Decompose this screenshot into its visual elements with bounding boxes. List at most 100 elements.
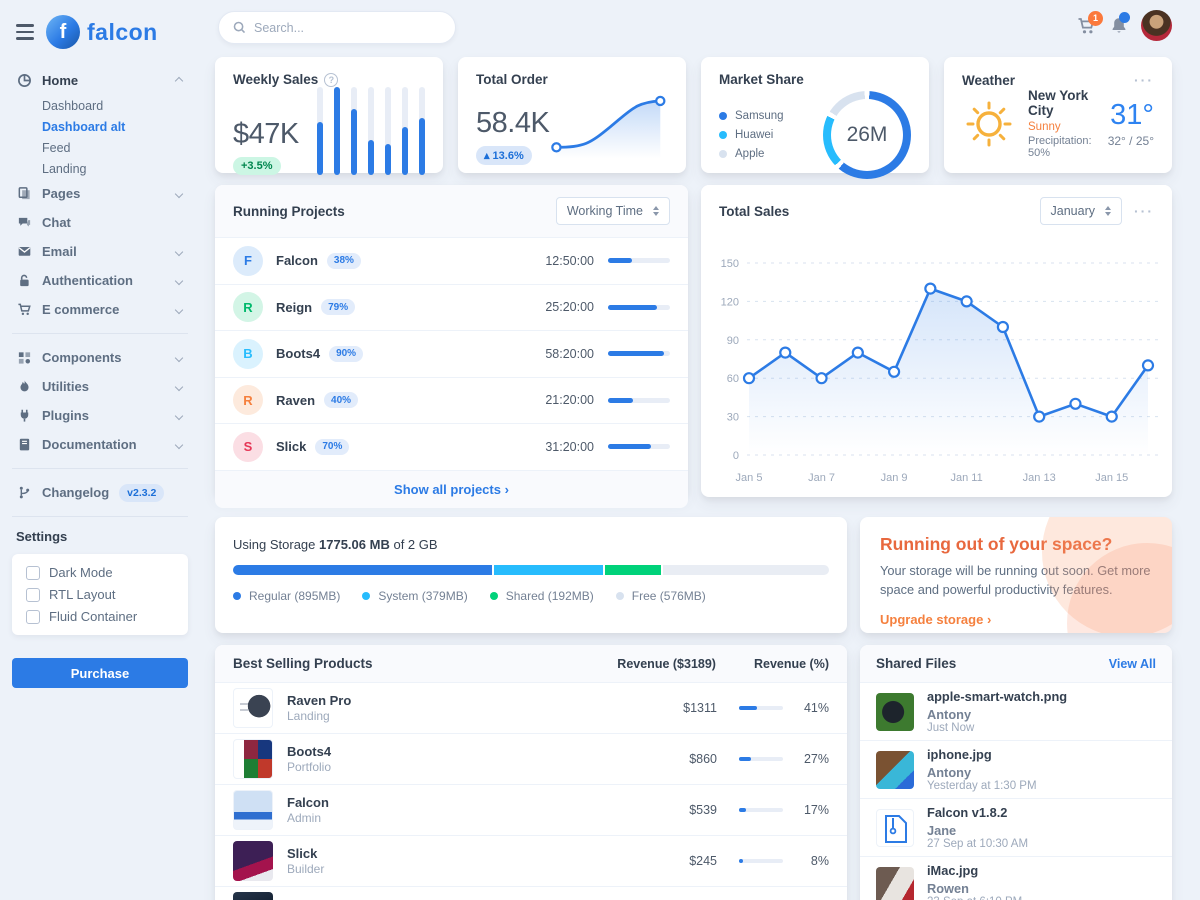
divider (12, 333, 188, 334)
sidebar-item-chat[interactable]: Chat (12, 208, 188, 237)
project-name-link[interactable]: Slick (276, 439, 307, 455)
sidebar-item-landing[interactable]: Landing (42, 161, 87, 176)
project-name-link[interactable]: Reign (276, 299, 313, 315)
sidebar-item-label: Components (42, 350, 122, 365)
user-avatar[interactable] (1141, 10, 1172, 41)
month-select[interactable]: January (1039, 197, 1122, 225)
sidebar-item-components[interactable]: Components (12, 343, 188, 372)
file-owner: Rowen (927, 881, 969, 896)
file-name-link[interactable]: Falcon v1.8.2 (927, 805, 1008, 820)
more-menu-icon[interactable]: ··· (1134, 203, 1154, 219)
sidebar-item-feed[interactable]: Feed (42, 140, 71, 155)
file-thumbnail (876, 750, 914, 789)
topbar-actions: 1 (1076, 10, 1172, 41)
view-all-link[interactable]: View All (1108, 656, 1156, 671)
select-value: January (1050, 204, 1095, 218)
search-box[interactable] (218, 11, 456, 44)
product-revenue: $245 (689, 854, 717, 868)
chevron-down-icon (174, 382, 184, 391)
bar (317, 87, 323, 175)
svg-text:Jan 11: Jan 11 (951, 472, 983, 484)
upgrade-space-card: Running out of your space? Your storage … (860, 517, 1172, 633)
sidebar-item-email[interactable]: Email (12, 237, 188, 266)
sidebar-item-authentication[interactable]: Authentication (12, 266, 188, 295)
rtl-layout-toggle[interactable]: RTL Layout (26, 587, 174, 602)
running-projects-list: F Falcon 38% 12:50:00 R Reign 79% 25:20:… (215, 238, 688, 471)
product-name-link[interactable]: Slick (287, 846, 318, 861)
dark-mode-toggle[interactable]: Dark Mode (26, 565, 174, 580)
storage-used: 1775.06 MB (319, 537, 390, 552)
file-name-link[interactable]: iphone.jpg (927, 747, 992, 762)
file-time: 23 Sep at 6:10 PM (927, 896, 1022, 900)
sidebar-item-plugins[interactable]: Plugins (12, 401, 188, 430)
settings-heading: Settings (16, 529, 68, 544)
toggle-label: RTL Layout (49, 587, 116, 602)
product-thumbnail (233, 688, 273, 728)
file-owner: Jane (927, 823, 957, 838)
chevron-down-icon (174, 440, 184, 449)
book-icon (16, 437, 32, 452)
card-title: Weather (962, 72, 1016, 88)
file-name-link[interactable]: iMac.jpg (927, 863, 979, 878)
upgrade-storage-link[interactable]: Upgrade storage › (880, 612, 991, 627)
weather-temp: 31° (1110, 99, 1154, 131)
legend-dot (362, 592, 371, 600)
bar (402, 87, 408, 175)
sidebar-item-pages[interactable]: Pages (12, 179, 188, 208)
chart-pie-icon (16, 73, 32, 88)
project-name-link[interactable]: Boots4 (276, 346, 321, 362)
product-category: Builder (287, 862, 325, 876)
cart-button[interactable]: 1 (1076, 10, 1103, 36)
product-name-link[interactable]: Falcon (287, 795, 329, 810)
file-name-link[interactable]: apple-smart-watch.png (927, 689, 1068, 704)
project-name-link[interactable]: Falcon (276, 253, 318, 269)
project-name-link[interactable]: Raven (276, 392, 316, 408)
sidebar-item-documentation[interactable]: Documentation (12, 430, 188, 459)
sidebar-item-utilities[interactable]: Utilities (12, 372, 188, 401)
hamburger-menu-icon[interactable] (16, 24, 34, 40)
product-name-link[interactable]: Boots4 (287, 744, 332, 759)
product-thumbnail (233, 841, 273, 881)
notification-dot-badge (1119, 11, 1130, 23)
more-menu-icon[interactable]: ··· (1134, 72, 1154, 88)
notifications-button[interactable] (1110, 11, 1130, 36)
toggle-label: Fluid Container (49, 609, 138, 624)
legend-dot (719, 131, 727, 139)
fluid-container-toggle[interactable]: Fluid Container (26, 609, 174, 624)
project-avatar: F (233, 245, 263, 276)
best-selling-list: Raven Pro Landing $1311 41% Boots4 Portf… (215, 683, 847, 887)
bar (334, 87, 340, 175)
search-input[interactable] (254, 20, 441, 35)
project-progress-bar (608, 304, 670, 310)
product-name-link[interactable]: Raven Pro (287, 693, 352, 708)
column-header-revenue: Revenue ($3189) (617, 656, 716, 671)
card-title: Market Share (719, 72, 804, 87)
storage-suffix: of 2 GB (393, 537, 438, 552)
sidebar-item-dashboard[interactable]: Dashboard (42, 98, 104, 113)
sidebar-item-ecommerce[interactable]: E commerce (12, 295, 188, 324)
sidebar-item-home[interactable]: Home (12, 66, 188, 95)
svg-text:0: 0 (733, 450, 739, 462)
best-selling-card: Best Selling Products Revenue ($3189) Re… (215, 645, 847, 900)
storage-legend: Regular (895MB) System (379MB) Shared (192… (233, 589, 829, 603)
working-time-select[interactable]: Working Time (555, 197, 670, 225)
legend-label: Free (576MB) (631, 589, 706, 603)
file-time: Yesterday at 1:30 PM (927, 780, 1037, 792)
divider (12, 468, 188, 469)
help-icon[interactable]: ? (324, 72, 339, 87)
show-all-projects-link[interactable]: Show all projects › (215, 470, 688, 508)
revenue-progress-bar (739, 757, 783, 761)
product-percent: 17% (803, 803, 829, 817)
sidebar-item-dashboard-alt[interactable]: Dashboard alt (42, 119, 126, 134)
purchase-button[interactable]: Purchase (12, 658, 188, 688)
falcon-logo[interactable]: f falcon (46, 15, 158, 49)
chevron-right-icon: › (986, 612, 992, 628)
svg-text:Jan 13: Jan 13 (1023, 472, 1056, 484)
table-row: R Reign 79% 25:20:00 (215, 285, 688, 331)
sidebar-item-changelog[interactable]: Changelog v2.3.2 (12, 478, 188, 507)
legend-label: Regular (895MB) (249, 589, 341, 603)
checkbox-icon (26, 609, 40, 624)
table-row: B Boots4 90% 58:20:00 (215, 331, 688, 378)
legend-item: System (379MB) (362, 589, 468, 603)
